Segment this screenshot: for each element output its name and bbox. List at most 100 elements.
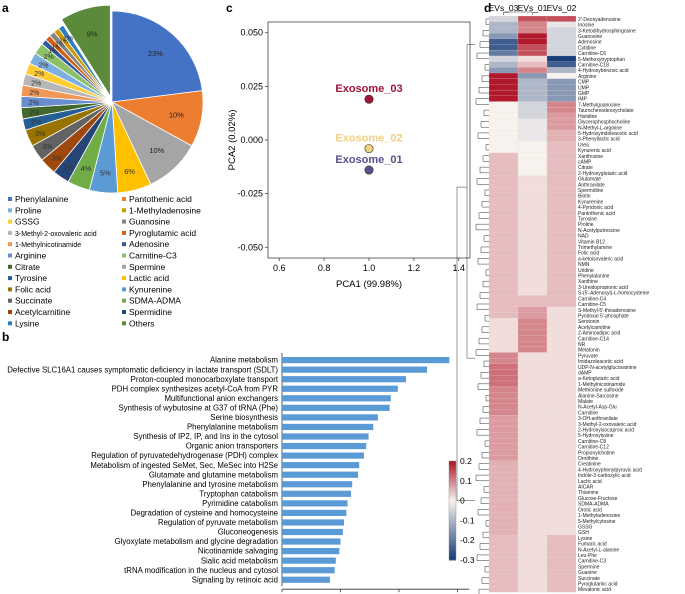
heatmap-cell xyxy=(546,44,577,51)
heatmap-cell xyxy=(517,50,548,57)
heatmap-row-label: Carnitine xyxy=(578,410,598,416)
heatmap-row-label: Adenosine xyxy=(578,40,602,46)
heatmap-row-label: 2-Hydroxyisocaproic acid xyxy=(578,428,634,434)
heatmap-cell xyxy=(517,72,548,80)
heatmap-cell xyxy=(546,261,577,268)
heatmap-cell xyxy=(517,118,548,125)
heatmap-cell xyxy=(517,38,548,45)
heatmap-cell xyxy=(488,358,519,365)
heatmap-row-label: Cytidine xyxy=(578,45,596,51)
heatmap-cell xyxy=(546,340,577,348)
heatmap-cell xyxy=(488,409,519,416)
heatmap-cell xyxy=(546,84,577,91)
heatmap-row-label: Indole-3-carboxylic acid xyxy=(578,473,631,479)
heatmap-cell xyxy=(517,181,548,188)
pie-chart: 23%10%10%6%5%4%3%3%3%3%2%2%2%2%2%2%2%2%1… xyxy=(20,4,204,194)
heatmap-cell xyxy=(546,289,577,296)
heatmap-cell xyxy=(517,289,548,296)
bar-category-label: Multifunctional anion exchangers xyxy=(164,394,278,403)
colorbar-segment xyxy=(449,545,456,549)
heatmap-row-label: Xanthine xyxy=(578,279,598,285)
pca-point xyxy=(364,144,374,154)
heatmap-cell xyxy=(488,72,519,80)
colorbar-segment xyxy=(449,542,456,546)
bar-category-label: Glutamate and glutamine metabolism xyxy=(149,470,278,479)
heatmap-cell xyxy=(517,380,548,387)
heatmap-cell xyxy=(546,443,577,450)
heatmap-cell xyxy=(517,449,548,456)
heatmap-row-label: NAD xyxy=(578,234,589,240)
heatmap-cell xyxy=(546,466,577,473)
heatmap-cell xyxy=(517,124,548,131)
heatmap-cell xyxy=(546,420,577,427)
heatmap-cell xyxy=(517,512,548,519)
heatmap-cell xyxy=(517,426,548,433)
heatmap-row-label: UMP xyxy=(578,85,590,91)
heatmap-row-label: Carnitine-C8 xyxy=(578,439,606,445)
bar xyxy=(282,376,407,383)
heatmap-row-label: S-Methyl-5'-thioadenosine xyxy=(578,308,636,314)
heatmap-cell xyxy=(517,129,548,137)
colorbar: 0.20.10-0.1-0.2-0.3 xyxy=(448,456,475,565)
heatmap-cell xyxy=(488,306,519,313)
bar xyxy=(282,519,345,526)
heatmap-row-label: Glutamate xyxy=(578,177,601,183)
heatmap-cell xyxy=(517,27,548,34)
bar-category-label: Proton-coupled monocarboxylate transport xyxy=(131,375,279,384)
heatmap-cell xyxy=(546,15,577,23)
heatmap-cell xyxy=(488,386,519,393)
bar xyxy=(282,442,367,450)
heatmap-cell xyxy=(517,352,548,359)
colorbar-segment xyxy=(449,508,456,511)
legend-swatch xyxy=(8,321,12,326)
heatmap-cell xyxy=(517,261,548,268)
heatmap-row-label: NR xyxy=(578,342,586,348)
heatmap-cell xyxy=(488,363,519,370)
heatmap-cell xyxy=(546,312,577,319)
heatmap-cell xyxy=(488,517,519,524)
heatmap-cell xyxy=(517,244,548,251)
heatmap-cell xyxy=(488,529,519,536)
heatmap-cell xyxy=(517,437,548,445)
heatmap-cell xyxy=(546,141,577,148)
heatmap-cell xyxy=(488,232,519,239)
heatmap-cell xyxy=(488,295,519,302)
heatmap-row-label: Pyridoxal 5'-phosphate xyxy=(578,313,629,319)
heatmap-cell xyxy=(546,78,577,85)
heatmap-cell xyxy=(517,472,548,479)
heatmap-column-label: EVs_03 xyxy=(489,3,519,13)
bar xyxy=(282,500,348,507)
heatmap-cell xyxy=(546,415,577,422)
heatmap-cell xyxy=(488,209,519,216)
colorbar-tick-label: -0.3 xyxy=(460,555,475,565)
heatmap-cell xyxy=(546,152,577,159)
heatmap-cell xyxy=(488,512,519,519)
heatmap-cell xyxy=(488,557,519,564)
heatmap-cell xyxy=(488,78,519,85)
legend-label: Succinate xyxy=(15,296,53,306)
pie-slice-phenylalanine xyxy=(111,10,203,103)
bar-category-label: Synthesis of wybutosine at G37 of tRNA (… xyxy=(119,403,279,412)
colorbar-segment xyxy=(449,473,456,477)
legend-label: Lysine xyxy=(15,318,40,328)
heatmap-cell xyxy=(517,443,548,450)
heatmap-row-label: GMP xyxy=(578,91,590,97)
heatmap-cell xyxy=(517,358,548,365)
bar-category-label: tRNA modification in the nucleus and cyt… xyxy=(124,566,278,575)
heatmap-cell xyxy=(488,175,519,182)
heatmap: EVs_03 EVs_01 EVs_022'-DeoxyadenosineInosi… xyxy=(456,3,649,594)
legend-label: Adenosine xyxy=(129,239,169,249)
bar-category-label: PDH complex synthesizes acetyl-CoA from … xyxy=(112,384,279,393)
heatmap-cell xyxy=(546,534,577,541)
legend-swatch xyxy=(8,219,12,224)
heatmap-cell xyxy=(546,329,577,336)
pie-slice-label: 3% xyxy=(35,131,45,138)
legend-swatch xyxy=(8,253,12,258)
heatmap-cell xyxy=(488,500,519,507)
heatmap-cell xyxy=(488,586,519,593)
heatmap-cell xyxy=(517,21,548,28)
heatmap-cell xyxy=(517,158,548,165)
heatmap-row-label: 3-OH-anthranilate xyxy=(578,416,618,422)
heatmap-cell xyxy=(488,221,519,228)
heatmap-cell xyxy=(488,192,519,199)
